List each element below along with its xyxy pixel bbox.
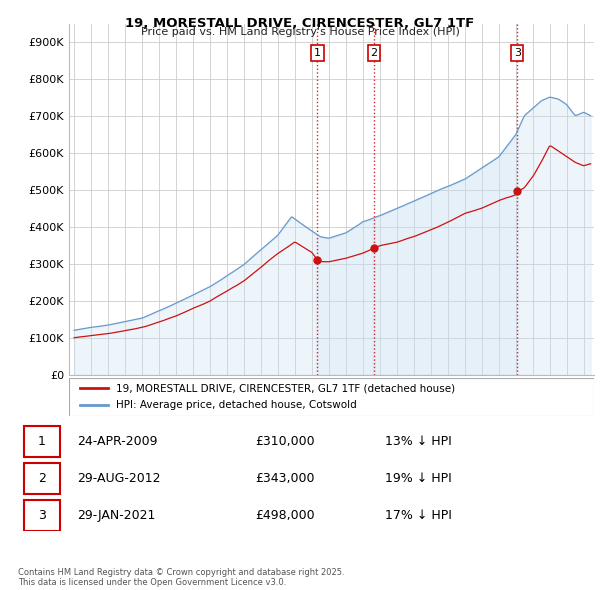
Bar bbox=[23, 463, 61, 494]
Text: £343,000: £343,000 bbox=[255, 472, 314, 485]
Bar bbox=[23, 426, 61, 457]
Text: 3: 3 bbox=[514, 48, 521, 58]
Text: £498,000: £498,000 bbox=[255, 509, 314, 522]
Text: 19, MORESTALL DRIVE, CIRENCESTER, GL7 1TF: 19, MORESTALL DRIVE, CIRENCESTER, GL7 1T… bbox=[125, 17, 475, 30]
Text: 17% ↓ HPI: 17% ↓ HPI bbox=[385, 509, 451, 522]
Text: 29-JAN-2021: 29-JAN-2021 bbox=[77, 509, 155, 522]
Text: 19% ↓ HPI: 19% ↓ HPI bbox=[385, 472, 451, 485]
Text: 3: 3 bbox=[38, 509, 46, 522]
Text: HPI: Average price, detached house, Cotswold: HPI: Average price, detached house, Cots… bbox=[116, 400, 357, 410]
Text: 2: 2 bbox=[38, 472, 46, 485]
FancyBboxPatch shape bbox=[69, 378, 594, 416]
Text: Contains HM Land Registry data © Crown copyright and database right 2025.
This d: Contains HM Land Registry data © Crown c… bbox=[18, 568, 344, 587]
Text: 29-AUG-2012: 29-AUG-2012 bbox=[77, 472, 161, 485]
Text: 19, MORESTALL DRIVE, CIRENCESTER, GL7 1TF (detached house): 19, MORESTALL DRIVE, CIRENCESTER, GL7 1T… bbox=[116, 384, 455, 394]
Text: 13% ↓ HPI: 13% ↓ HPI bbox=[385, 435, 451, 448]
Text: Price paid vs. HM Land Registry's House Price Index (HPI): Price paid vs. HM Land Registry's House … bbox=[140, 27, 460, 37]
Text: 1: 1 bbox=[314, 48, 321, 58]
Text: 2: 2 bbox=[371, 48, 378, 58]
Text: 1: 1 bbox=[38, 435, 46, 448]
Bar bbox=[23, 500, 61, 531]
Text: 24-APR-2009: 24-APR-2009 bbox=[77, 435, 158, 448]
Text: £310,000: £310,000 bbox=[255, 435, 314, 448]
